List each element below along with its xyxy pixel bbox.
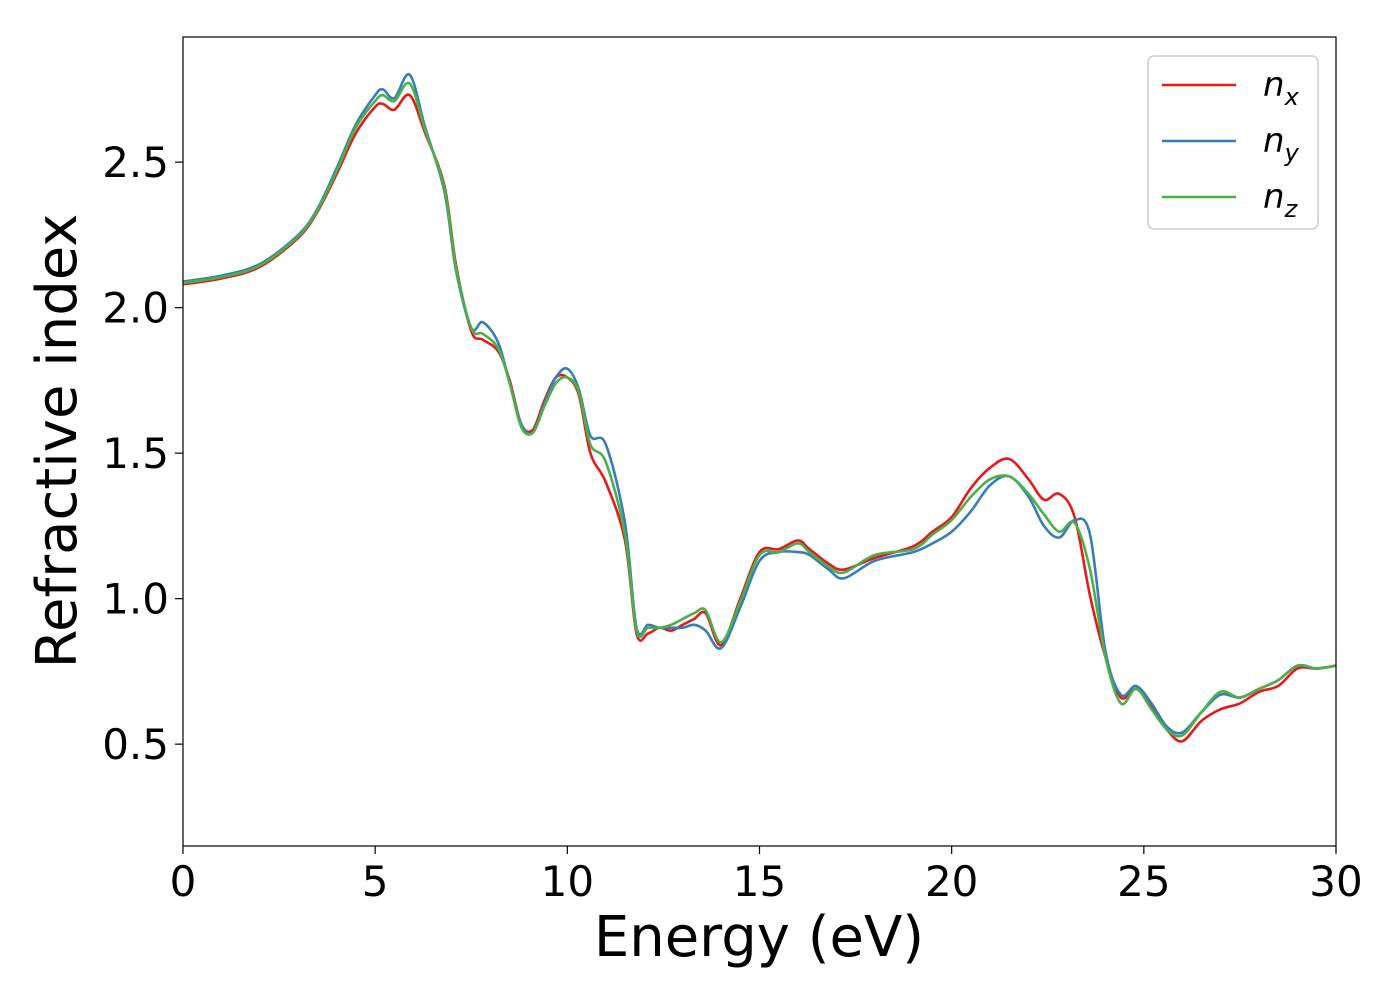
y-tick-label: 0.5 xyxy=(102,720,169,769)
x-tick-label: 0 xyxy=(170,857,197,906)
legend-label-base: n xyxy=(1263,121,1285,161)
legend-box xyxy=(1147,55,1319,230)
y-tick-label: 1.0 xyxy=(102,575,169,624)
x-tick-label: 25 xyxy=(1117,857,1170,906)
y-tick-label: 2.5 xyxy=(102,138,169,187)
x-tick-label: 15 xyxy=(733,857,786,906)
legend-label-n-y: ny xyxy=(1263,121,1300,167)
x-tick-label: 20 xyxy=(925,857,978,906)
legend-label-n-x: nx xyxy=(1263,65,1300,111)
legend-label-sub: z xyxy=(1284,195,1299,223)
series-lines xyxy=(182,73,1337,743)
y-tick-label: 1.5 xyxy=(102,429,169,478)
legend-label-sub: y xyxy=(1284,139,1300,167)
legend-label-sub: x xyxy=(1284,83,1300,111)
x-tick-label: 5 xyxy=(362,857,389,906)
y-axis-ticks: 0.5 1.0 1.5 2.0 2.5 xyxy=(102,138,183,769)
y-tick-label: 2.0 xyxy=(102,284,169,333)
y-axis-label: Refractive index xyxy=(25,214,90,669)
legend-label-base: n xyxy=(1263,65,1285,105)
legend-label-base: n xyxy=(1263,177,1285,217)
x-axis-ticks: 0 5 10 15 20 25 30 xyxy=(170,846,1363,906)
series-line-n-z xyxy=(182,81,1337,738)
legend-label-n-z: nz xyxy=(1263,177,1299,223)
x-axis-label: Energy (eV) xyxy=(594,905,924,970)
x-tick-label: 10 xyxy=(541,857,594,906)
x-tick-label: 30 xyxy=(1309,857,1362,906)
